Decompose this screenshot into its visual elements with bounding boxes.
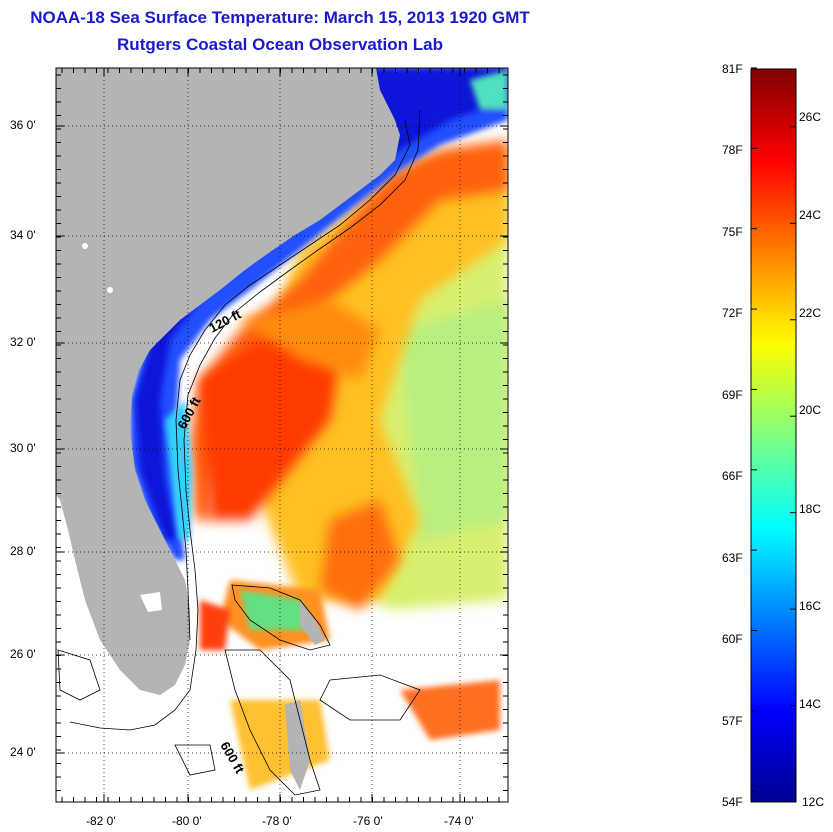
- colorbar-label-12c: 12C: [802, 795, 825, 809]
- colorbar-label-75f: 75F: [722, 225, 743, 239]
- colorbar-label-81f: 81F: [722, 62, 743, 76]
- lat-label-32: 32 0': [10, 335, 36, 349]
- colorbar-label-72f: 72F: [722, 306, 743, 320]
- land-mass: [56, 68, 400, 695]
- map-subtitle: Rutgers Coastal Ocean Observation Lab: [117, 35, 443, 54]
- isobath-600ft: [69, 109, 421, 731]
- lat-label-28: 28 0': [10, 544, 36, 558]
- colorbar-label-20c: 20C: [799, 403, 822, 417]
- lon-label-80: -80 0': [172, 814, 202, 828]
- colorbar-label-78f: 78F: [722, 143, 743, 157]
- colorbar-label-57f: 57F: [722, 714, 743, 728]
- lon-label-82: -82 0': [86, 814, 116, 828]
- lat-label-30: 30 0': [10, 441, 36, 455]
- colorbar-label-54f: 54F: [722, 795, 743, 809]
- colorbar-label-24c: 24C: [799, 208, 822, 222]
- island-andros: [285, 700, 310, 790]
- colorbar-label-60f: 60F: [722, 632, 743, 646]
- isobath-bahamas: [231, 584, 331, 651]
- isobath-120ft: [175, 119, 411, 641]
- colorbar-label-63f: 63F: [722, 551, 743, 565]
- lon-label-78: -78 0': [262, 814, 292, 828]
- colorbar-label-66f: 66F: [722, 469, 743, 483]
- graticule: [56, 68, 508, 802]
- colorbar-label-18c: 18C: [799, 502, 822, 516]
- lon-label-76: -76 0': [353, 814, 383, 828]
- colorbar-label-26c: 26C: [799, 110, 822, 124]
- lat-label-36: 36 0': [10, 118, 36, 132]
- island-abaco: [300, 600, 325, 645]
- lat-label-24: 24 0': [10, 745, 36, 759]
- lat-label-34: 34 0': [10, 228, 36, 242]
- colorbar-label-69f: 69F: [722, 388, 743, 402]
- lon-label-74: -74 0': [444, 814, 474, 828]
- colorbar-label-22c: 22C: [799, 306, 822, 320]
- colorbar-label-14c: 14C: [799, 697, 822, 711]
- colorbar: [750, 68, 797, 803]
- map-title: NOAA-18 Sea Surface Temperature: March 1…: [30, 8, 530, 27]
- map-frame: [55, 67, 509, 803]
- lat-label-26: 26 0': [10, 647, 36, 661]
- colorbar-label-16c: 16C: [799, 599, 822, 613]
